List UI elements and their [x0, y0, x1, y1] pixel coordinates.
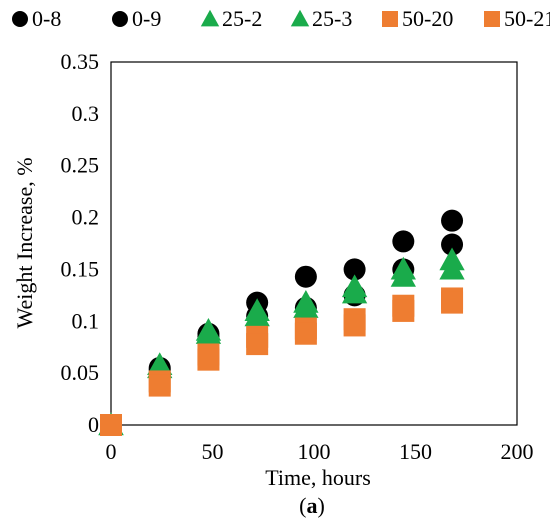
- legend-item: 50-21: [484, 6, 550, 31]
- x-tick-label: 100: [298, 439, 331, 464]
- data-point-25-3: [341, 280, 368, 304]
- legend-marker-25-2: [200, 9, 220, 27]
- x-tick-label: 0: [106, 439, 117, 464]
- x-tick-label: 50: [202, 439, 224, 464]
- legend-item: 0-9: [112, 6, 161, 31]
- plot-area-frame: [110, 61, 518, 426]
- legend-label: 50-20: [402, 6, 453, 31]
- legend-marker-0-8: [12, 11, 28, 27]
- x-tick-label: 150: [399, 439, 432, 464]
- data-point-50-21: [343, 314, 366, 337]
- data-point-50-21: [392, 299, 415, 322]
- data-points: [98, 209, 465, 436]
- legend-label: 0-8: [32, 6, 61, 31]
- legend-item: 25-2: [200, 6, 262, 31]
- x-tick-label: 200: [501, 439, 534, 464]
- data-point-25-3: [390, 264, 416, 287]
- legend-label: 25-3: [312, 6, 352, 31]
- y-tick-label: 0.2: [72, 205, 100, 230]
- data-point-50-21: [100, 414, 122, 436]
- x-tick-labels: 0 50 100 150 200: [106, 439, 534, 464]
- data-point-50-21: [441, 291, 464, 314]
- y-tick-labels: 0 0.05 0.1 0.15 0.2 0.25 0.3 0.35: [61, 49, 100, 437]
- data-point-50-21: [294, 322, 317, 345]
- data-point-25-3: [195, 321, 222, 344]
- legend-item: 0-8: [12, 6, 61, 31]
- legend-label: 25-2: [222, 6, 262, 31]
- legend-item: 25-3: [290, 6, 352, 31]
- data-point-25-3: [293, 295, 319, 318]
- data-point-50-21: [246, 333, 269, 356]
- y-tick-label: 0.05: [61, 360, 100, 385]
- y-tick-label: 0.3: [72, 101, 100, 126]
- legend-item: 50-20: [382, 6, 453, 31]
- data-point-25-3: [244, 303, 270, 327]
- x-axis-label: Time, hours: [265, 465, 371, 490]
- data-point-0-9: [441, 233, 464, 256]
- legend-label: 50-21: [504, 6, 550, 31]
- y-axis-label: Weight Increase, %: [12, 157, 37, 328]
- y-tick-label: 0: [88, 412, 99, 437]
- y-tick-label: 0.35: [61, 49, 100, 74]
- data-point-25-3: [439, 256, 465, 280]
- legend: 0-8 0-9 25-2 25-3 50-20 50-21: [12, 6, 550, 31]
- y-tick-label: 0.25: [61, 153, 100, 178]
- data-point-0-8: [392, 230, 415, 253]
- legend-marker-50-21: [484, 11, 500, 27]
- legend-marker-0-9: [112, 11, 128, 27]
- data-point-0-8: [441, 209, 464, 232]
- y-tick-label: 0.15: [61, 256, 100, 281]
- legend-marker-50-20: [382, 11, 398, 27]
- data-point-50-21: [197, 348, 220, 371]
- data-point-0-8: [294, 265, 317, 288]
- data-point-0-8: [343, 258, 366, 281]
- data-point-50-21: [148, 374, 171, 397]
- legend-marker-25-3: [290, 9, 310, 27]
- panel-label: (a): [299, 493, 325, 518]
- y-tick-label: 0.1: [72, 308, 100, 333]
- legend-label: 0-9: [132, 6, 161, 31]
